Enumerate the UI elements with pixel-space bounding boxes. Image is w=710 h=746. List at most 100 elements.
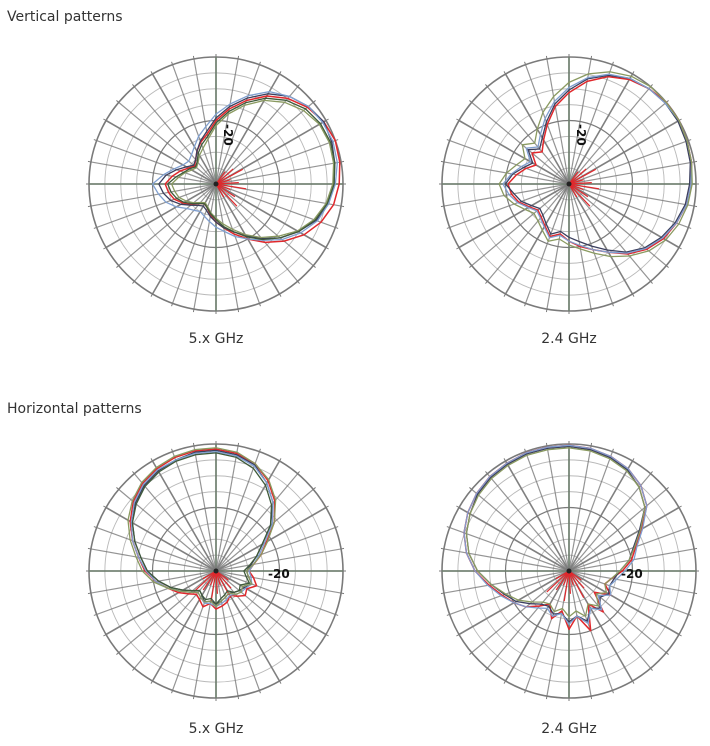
grid-tick — [469, 100, 473, 103]
grid-tick — [297, 667, 300, 671]
grid-tick — [545, 308, 548, 313]
grid-spoke — [215, 488, 314, 572]
grid-spoke — [215, 183, 314, 267]
series-red-spike — [546, 570, 570, 593]
polar-chart-vertical-5ghz: -20 — [86, 54, 346, 314]
grid-tick — [693, 547, 698, 550]
grid-tick — [237, 308, 240, 313]
series-red-spike — [568, 183, 589, 198]
grid-tick — [116, 652, 120, 655]
grid-tick — [103, 118, 107, 121]
grid-tick — [688, 226, 692, 229]
grid-tick — [665, 265, 669, 268]
grid-spoke — [151, 73, 217, 185]
grid-spoke — [133, 570, 217, 669]
grid-tick — [456, 247, 460, 250]
series-red-spike — [568, 570, 585, 598]
grid-tick — [665, 487, 669, 490]
grid-spoke — [105, 506, 217, 572]
grid-tick — [650, 280, 653, 284]
grid-spoke — [215, 473, 299, 572]
center-point — [566, 568, 572, 574]
grid-tick — [693, 205, 698, 208]
grid-tick — [171, 690, 174, 694]
vertical-patterns-title: Vertical patterns — [7, 9, 123, 25]
grid-spoke — [471, 101, 570, 185]
grid-tick — [650, 471, 653, 475]
grid-tick — [650, 667, 653, 671]
grid-spoke — [568, 183, 680, 249]
grid-tick — [132, 280, 135, 284]
grid-tick — [335, 613, 339, 616]
grid-tick — [325, 634, 329, 637]
series-red-spike — [215, 570, 232, 589]
series-red-spike — [202, 570, 217, 580]
grid-spoke — [215, 73, 281, 185]
grid-tick — [279, 71, 282, 75]
grid-tick — [192, 695, 195, 700]
grid-tick — [469, 265, 473, 268]
grid-tick — [524, 303, 527, 307]
grid-tick — [132, 84, 135, 88]
grid-tick — [150, 293, 153, 297]
grid-tick — [678, 505, 682, 508]
series-group — [127, 447, 277, 610]
grid-spoke — [171, 570, 217, 691]
grid-tick — [150, 680, 153, 684]
grid-spoke — [471, 183, 570, 267]
grid-tick — [688, 526, 692, 529]
grid-tick — [632, 293, 635, 297]
grid-spoke — [568, 64, 614, 185]
grid-spoke — [215, 183, 239, 310]
grid-spoke — [215, 183, 299, 282]
grid-tick — [103, 505, 107, 508]
grid-tick — [590, 55, 593, 60]
series-red-spike — [568, 570, 585, 589]
grid-tick — [132, 667, 135, 671]
series-darkgreen — [167, 97, 336, 241]
grid-spoke — [193, 183, 217, 310]
grid-tick — [524, 448, 527, 452]
grid-spoke — [133, 473, 217, 572]
series-red-spike — [568, 183, 600, 190]
series-red-spike — [563, 570, 570, 602]
series-steel — [151, 90, 338, 242]
grid-spoke — [215, 161, 342, 185]
grid-spoke — [215, 139, 336, 185]
grid-tick — [192, 55, 195, 60]
grid-tick — [440, 592, 445, 595]
grid-spoke — [568, 445, 592, 572]
grid-tick — [611, 448, 614, 452]
grid-tick — [545, 55, 548, 60]
grid-spoke — [504, 460, 570, 572]
grid-spoke — [171, 64, 217, 185]
grid-tick — [192, 308, 195, 313]
grid-spoke — [96, 139, 217, 185]
grid-spoke — [215, 183, 261, 304]
grid-tick — [611, 690, 614, 694]
grid-spoke — [215, 445, 239, 572]
grid-tick — [258, 303, 261, 307]
grid-tick — [611, 61, 614, 65]
grid-tick — [440, 160, 445, 163]
grid-tick — [524, 61, 527, 65]
grid-tick — [325, 505, 329, 508]
grid-spoke — [504, 183, 570, 295]
grid-spoke — [105, 183, 217, 249]
grid-spoke — [96, 570, 217, 616]
series-red-spike — [568, 183, 578, 198]
grid-spoke — [118, 570, 217, 654]
polar-chart-vertical-2ghz: -20 — [439, 54, 699, 314]
series-red-spike — [215, 168, 234, 185]
grid-spoke — [568, 451, 614, 572]
grid-tick — [590, 442, 593, 447]
grid-tick — [503, 293, 506, 297]
grid-spoke — [568, 460, 634, 572]
series-red — [129, 448, 276, 610]
grid-spoke — [458, 119, 570, 185]
grid-tick — [297, 84, 300, 88]
grid-tick — [485, 667, 488, 671]
series-group — [498, 71, 693, 258]
grid-tick — [192, 442, 195, 447]
grid-spoke — [133, 86, 217, 185]
